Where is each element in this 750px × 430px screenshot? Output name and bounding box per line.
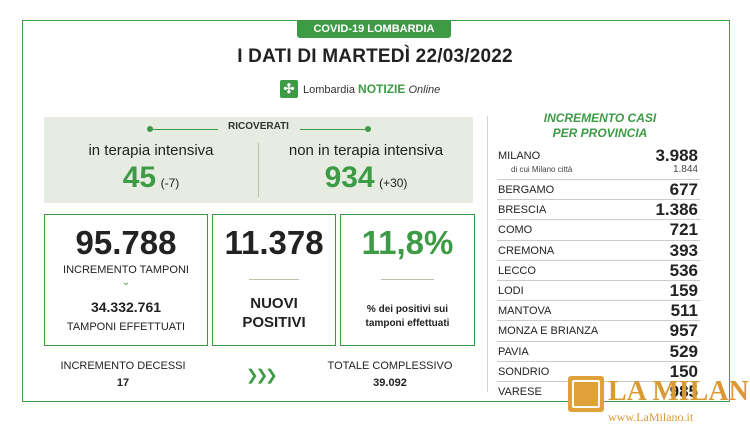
incremento-tamponi-label: INCREMENTO TAMPONI — [63, 264, 189, 276]
province-row: VARESE 985 — [497, 382, 700, 401]
province-name: SONDRIO — [498, 365, 550, 378]
ricoverati-panel: RICOVERATI in terapia intensiva 45 (-7) … — [44, 117, 473, 203]
non-intensiva-delta: (+30) — [379, 176, 408, 190]
province-row: BERGAMO 677 — [497, 180, 700, 201]
province-row: LODI 159 — [497, 280, 700, 302]
watermark-logo-icon — [568, 376, 604, 412]
percentuale-box: 11,8% % dei positivi sui tamponi effettu… — [340, 214, 475, 346]
province-value: 529 — [669, 341, 698, 361]
percentuale-label-1: % dei positivi sui — [366, 304, 449, 315]
logo-strong: NOTIZIE — [358, 82, 406, 96]
non-intensiva-value: 934 (+30) — [259, 161, 473, 195]
main-title: I DATI DI MARTEDÌ 22/03/2022 — [237, 46, 513, 67]
province-value: 150 — [669, 361, 698, 381]
decessi-value: 17 — [116, 377, 130, 389]
vertical-separator — [487, 116, 488, 392]
watermark-url: www.LaMilano.it — [608, 410, 694, 424]
province-title: INCREMENTO CASI PER PROVINCIA — [500, 111, 700, 141]
ric-line-left — [153, 129, 218, 130]
ricoverati-label: RICOVERATI — [228, 121, 289, 132]
intensiva-label: in terapia intensiva — [88, 142, 214, 159]
intensiva-delta: (-7) — [160, 176, 180, 190]
percentuale-label-2: tamponi effettuati — [365, 318, 450, 329]
province-row-milano: MILANO 3.988 di cui Milano città 1.844 — [497, 146, 700, 180]
nuovi-positivi-value: 11.378 — [224, 224, 324, 261]
province-row: MONZA E BRIANZA 957 — [497, 321, 700, 342]
decessi-label: INCREMENTO DECESSI — [60, 360, 186, 372]
province-name: BRESCIA — [498, 204, 547, 217]
non-intensiva-number: 934 — [324, 161, 375, 194]
logo: ✣ Lombardia NOTIZIE Online — [280, 78, 440, 100]
tamponi-effettuati-label: TAMPONI EFFETTUATI — [66, 321, 186, 333]
logo-suffix: Online — [408, 84, 441, 96]
province-value: 536 — [669, 260, 698, 280]
province-value: 393 — [669, 240, 698, 260]
percentuale-value: 11,8% — [361, 224, 454, 261]
province-value: 1.386 — [655, 200, 698, 220]
province-value: 985 — [669, 381, 698, 401]
intensiva-number: 45 — [122, 161, 157, 194]
logo-brand: Lombardia — [303, 84, 355, 96]
province-name: VARESE — [498, 385, 542, 398]
totale-label: TOTALE COMPLESSIVO — [327, 360, 453, 372]
province-row: MANTOVA 511 — [497, 301, 700, 322]
milano-citta-value: 1.844 — [672, 164, 698, 175]
province-value: 677 — [669, 180, 698, 199]
province-value: 721 — [669, 220, 698, 240]
province-value: 159 — [669, 280, 698, 300]
province-title-line1: INCREMENTO CASI — [543, 111, 657, 125]
ric-line-right — [300, 129, 365, 130]
province-list: MILANO 3.988 di cui Milano città 1.844 B… — [497, 146, 700, 401]
non-intensiva-label: non in terapia intensiva — [288, 142, 444, 159]
province-value: 957 — [669, 321, 698, 341]
province-value: 3.988 — [655, 146, 698, 165]
chevrons-right-icon: ❯❯❯ — [246, 367, 278, 384]
province-name: COMO — [498, 224, 533, 237]
province-row: PAVIA 529 — [497, 342, 700, 362]
percentuale-divider — [381, 279, 434, 280]
province-name: MONZA E BRIANZA — [498, 325, 599, 338]
dot-left-icon — [147, 126, 153, 132]
tamponi-effettuati-value: 34.332.761 — [90, 299, 162, 315]
province-name: CREMONA — [498, 244, 555, 257]
chevron-down-icon: ⌄ — [121, 277, 131, 288]
province-name: LECCO — [498, 264, 536, 277]
watermark-name: LA MILANO — [608, 376, 750, 407]
province-title-line2: PER PROVINCIA — [552, 126, 648, 140]
nuovi-label: NUOVI — [250, 295, 298, 312]
milano-citta-label: di cui Milano città — [511, 165, 573, 174]
totale-value: 39.092 — [373, 377, 407, 389]
province-value: 511 — [670, 301, 698, 321]
province-name: BERGAMO — [498, 184, 555, 196]
watermark: LA MILANO www.LaMilano.it — [568, 376, 750, 430]
province-name: PAVIA — [498, 345, 529, 358]
province-name: LODI — [498, 284, 524, 297]
dot-right-icon — [365, 126, 371, 132]
positivi-label: POSITIVI — [242, 314, 306, 331]
province-name: MILANO — [498, 150, 541, 162]
logo-text: Lombardia NOTIZIE Online — [303, 82, 440, 96]
top-banner: COVID-19 LOMBARDIA — [297, 21, 451, 38]
positivi-box: 11.378 NUOVI POSITIVI — [212, 214, 336, 346]
lombardia-logo-icon: ✣ — [280, 80, 298, 98]
tamponi-box: 95.788 INCREMENTO TAMPONI ⌄ 34.332.761 T… — [44, 214, 208, 346]
incremento-tamponi-value: 95.788 — [75, 224, 177, 261]
ric-divider — [258, 143, 259, 197]
positivi-divider — [249, 279, 299, 280]
intensiva-value: 45 (-7) — [44, 161, 258, 195]
province-row: CREMONA 393 — [497, 241, 700, 261]
province-row: COMO 721 — [497, 220, 700, 241]
province-name: MANTOVA — [498, 305, 552, 318]
province-row: BRESCIA 1.386 — [497, 200, 700, 221]
province-row: LECCO 536 — [497, 261, 700, 281]
